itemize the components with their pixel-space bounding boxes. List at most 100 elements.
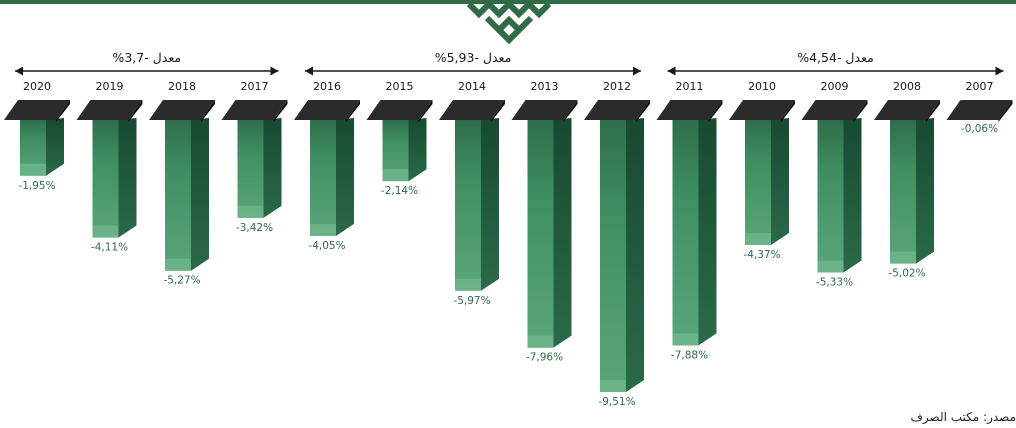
bar-cap-edge [273, 100, 288, 122]
bar-group: 2008 -5,02% [874, 80, 940, 280]
bar-cap [946, 100, 1013, 120]
bar-side-face [118, 118, 137, 238]
bar [817, 120, 844, 273]
bar-cap-edge [201, 100, 215, 122]
bar-cap-edge [56, 100, 70, 122]
bar-cap [874, 100, 940, 120]
bar-group: 2015 -2,14% [366, 80, 433, 197]
source-note: مصدر: مكتب الصرف [910, 410, 1016, 424]
bar [672, 120, 699, 346]
year-tick-label: 2012 [603, 80, 631, 93]
arrow-left-icon [305, 66, 313, 76]
bar-cap-edge [563, 100, 578, 122]
bar-group: 2011 -7,88% [656, 80, 723, 361]
bar-cap-edge [853, 100, 868, 122]
bar-side-face [336, 118, 354, 236]
bar-group: 2013 -7,96% [511, 80, 578, 364]
bar-side-face [843, 118, 862, 273]
bar-base-band [455, 278, 481, 291]
bar-base-band [672, 333, 699, 346]
bar-side-face [916, 118, 934, 264]
bar-cap [76, 100, 143, 120]
bar-cap [4, 100, 70, 120]
value-label: -3,42% [236, 222, 273, 234]
bar-group: 2019 -4,11% [76, 80, 143, 254]
value-label: -0,06% [961, 123, 998, 135]
bar-group: 2014 -5,97% [439, 80, 505, 307]
bar-side-face [553, 118, 572, 348]
average-label: معدل -5,93% [435, 50, 512, 65]
bar [310, 120, 336, 236]
bar-group: 2007 -0,06% [946, 80, 1013, 135]
bar-base-band [745, 232, 771, 245]
bar-cap-edge [346, 100, 360, 122]
value-label: -4,37% [743, 249, 780, 261]
bar-cap [366, 100, 433, 120]
bar-side-face [626, 118, 644, 392]
year-tick-label: 2014 [458, 80, 486, 93]
average-period: معدل -5,93% [305, 50, 641, 76]
bar-cap [729, 100, 795, 120]
value-label: -5,02% [888, 268, 925, 280]
bar [165, 120, 191, 271]
arrow-right-icon [270, 66, 279, 76]
year-tick-label: 2016 [313, 80, 341, 93]
bar-base-band [817, 260, 844, 273]
bar-cap-edge [418, 100, 433, 122]
bar-cap-edge [998, 100, 1013, 122]
average-label: معدل -4,54% [797, 50, 874, 65]
bar-base-band [382, 169, 409, 182]
value-label: -4,11% [91, 242, 128, 254]
bar-cap [294, 100, 360, 120]
ornament-icon [466, 0, 552, 45]
bar-cap [584, 100, 650, 120]
value-label: -2,14% [381, 185, 418, 197]
bar-base-band [310, 223, 336, 236]
bar-cap-edge [636, 100, 650, 122]
bar-group: 2010 -4,37% [729, 80, 795, 261]
bar [237, 120, 264, 218]
bar-base-band [890, 251, 916, 264]
bar-side-face [481, 118, 499, 291]
bar-base-band [600, 380, 626, 392]
bar [527, 120, 554, 348]
bar-cap-edge [491, 100, 505, 122]
bar-side-face [263, 118, 282, 218]
bar-side-face [191, 118, 209, 271]
value-label: -7,88% [671, 349, 708, 361]
value-label: -7,96% [526, 352, 563, 364]
bar [890, 120, 916, 264]
value-label: -4,05% [308, 240, 345, 252]
bar-cap [221, 100, 288, 120]
average-period: معدل -4,54% [667, 50, 1004, 76]
year-tick-label: 2008 [893, 80, 921, 93]
bar-side-face [698, 118, 717, 346]
value-label: -9,51% [598, 396, 635, 408]
bar-cap [656, 100, 723, 120]
arrow-left-icon [667, 66, 676, 76]
bar-group: 2012 -9,51% [584, 80, 650, 408]
value-label: -5,27% [163, 275, 200, 287]
bar [600, 120, 626, 392]
bar-base-band [165, 258, 191, 271]
year-tick-label: 2013 [531, 80, 559, 93]
year-tick-label: 2011 [676, 80, 704, 93]
value-label: -1,95% [18, 180, 55, 192]
bar [745, 120, 771, 245]
average-period: معدل -3,7% [15, 50, 279, 76]
bar-side-face [771, 118, 789, 245]
bar-cap [149, 100, 215, 120]
year-tick-label: 2010 [748, 80, 776, 93]
bar [455, 120, 481, 291]
year-tick-label: 2017 [241, 80, 269, 93]
bar-group: 2009 -5,33% [801, 80, 868, 288]
year-tick-label: 2007 [966, 80, 994, 93]
bar-cap-edge [128, 100, 143, 122]
year-tick-label: 2015 [386, 80, 414, 93]
bar-group: 2017 -3,42% [221, 80, 288, 234]
bar-side-face [46, 118, 64, 176]
bar-side-face [408, 118, 427, 182]
arrow-right-icon [633, 66, 641, 76]
bar-group: 2020 -1,95% [4, 80, 70, 192]
